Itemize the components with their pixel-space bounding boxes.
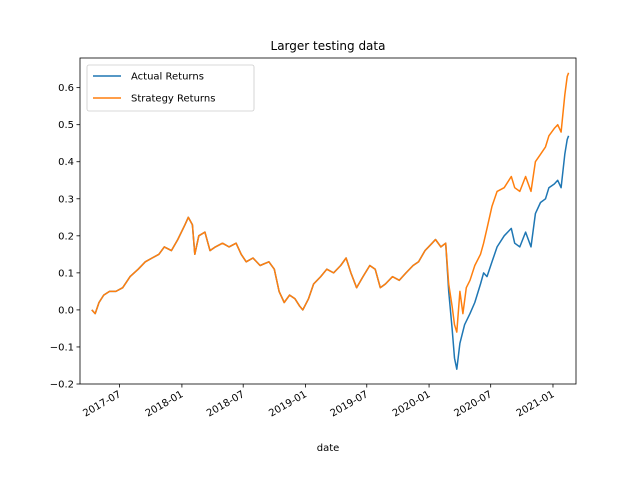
legend-label: Actual Returns [131, 72, 204, 83]
legend: Actual Returns Strategy Returns [86, 64, 255, 112]
y-tick-label: 0.3 [58, 194, 74, 205]
legend-label: Strategy Returns [131, 94, 215, 105]
y-tick-label: 0.1 [58, 268, 74, 279]
legend-box [86, 64, 255, 112]
y-tick-label: −0.2 [50, 380, 74, 391]
series-line-2 [91, 72, 570, 333]
y-tick-label: 0.0 [58, 305, 74, 316]
y-tick-label: 0.5 [58, 120, 74, 131]
chart-title: Larger testing data [271, 39, 386, 53]
y-axis: −0.2 −0.1 0.0 0.1 0.2 0.3 0.4 0.5 0.6 [50, 83, 80, 391]
plot-frame [79, 57, 577, 385]
y-tick-label: 0.4 [58, 157, 74, 168]
y-tick-label: −0.1 [50, 342, 74, 353]
y-tick-label: 0.2 [58, 231, 74, 242]
series-layer [91, 72, 570, 370]
y-tick-label: 0.6 [58, 83, 74, 94]
x-axis-label: date [317, 443, 340, 454]
plot-area [80, 58, 576, 384]
